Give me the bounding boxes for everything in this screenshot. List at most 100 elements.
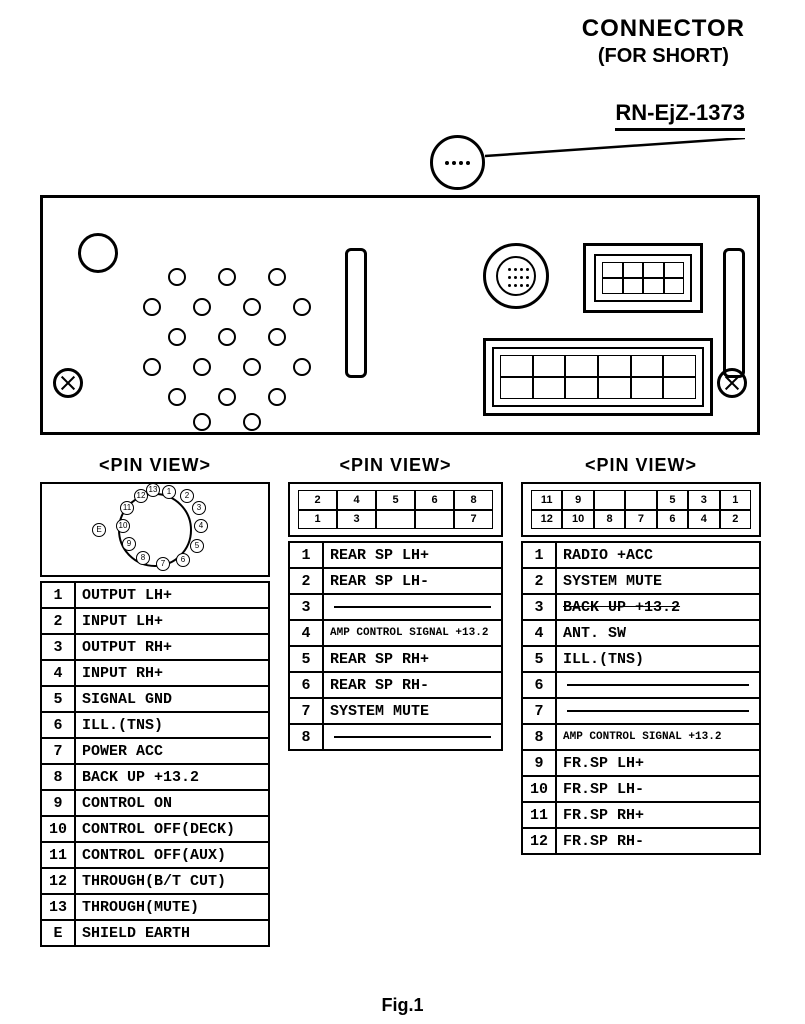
pin-label-cell: THROUGH(B/T CUT) — [75, 868, 269, 894]
pin-number-cell: 5 — [41, 686, 75, 712]
pin-number-cell: 6 — [522, 672, 556, 698]
grid-cell — [376, 510, 415, 530]
pin-marker: 9 — [122, 537, 136, 551]
pin-number-cell: 4 — [289, 620, 323, 646]
pin-marker: 6 — [176, 553, 190, 567]
pin-number-cell: 7 — [522, 698, 556, 724]
grid-cell — [594, 490, 625, 510]
din-connector-icon — [483, 243, 549, 309]
grid-cell: 4 — [688, 510, 719, 530]
pin-number-cell: 8 — [289, 724, 323, 750]
pin-marker: 1 — [162, 485, 176, 499]
pin-label-cell: REAR SP RH+ — [323, 646, 502, 672]
pin-label-cell: CONTROL ON — [75, 790, 269, 816]
table-row: 11FR.SP RH+ — [522, 802, 760, 828]
grid-cell: 2 — [720, 510, 751, 530]
pin-label-cell: REAR SP LH+ — [323, 542, 502, 568]
pin-marker: 10 — [116, 519, 130, 533]
pin-label-cell: OUTPUT RH+ — [75, 634, 269, 660]
pin-label-cell: POWER ACC — [75, 738, 269, 764]
pin-table-3: 1RADIO +ACC2SYSTEM MUTE3BACK UP +13.24AN… — [521, 541, 761, 855]
pinview-header-2: <PIN VIEW> — [339, 455, 451, 476]
pin-marker: 11 — [120, 501, 134, 515]
mounting-hole-icon — [78, 233, 118, 273]
pin-label-cell: SYSTEM MUTE — [556, 568, 760, 594]
table-row: 10FR.SP LH- — [522, 776, 760, 802]
pin-number-cell: 2 — [289, 568, 323, 594]
grid-cell: 9 — [562, 490, 593, 510]
grid-cell: 1 — [298, 510, 337, 530]
pin-number-cell: 3 — [289, 594, 323, 620]
pin-number-cell: 4 — [41, 660, 75, 686]
pin-marker: 3 — [192, 501, 206, 515]
table-row: 10CONTROL OFF(DECK) — [41, 816, 269, 842]
table-row: ESHIELD EARTH — [41, 920, 269, 946]
pin-marker: 13 — [146, 483, 160, 497]
pinview-column-2: <PIN VIEW> 24568137 1REAR SP LH+2REAR SP… — [288, 455, 503, 751]
table-row: 6ILL.(TNS) — [41, 712, 269, 738]
table-row: 8 — [289, 724, 502, 750]
table-row: 7 — [522, 698, 760, 724]
table-row: 1REAR SP LH+ — [289, 542, 502, 568]
pin-label-cell: INPUT RH+ — [75, 660, 269, 686]
table-row: 5SIGNAL GND — [41, 686, 269, 712]
pin-number-cell: 11 — [41, 842, 75, 868]
grid-cell: 5 — [376, 490, 415, 510]
screw-left-icon — [53, 368, 83, 398]
table-row: 2INPUT LH+ — [41, 608, 269, 634]
bracket-left-icon — [345, 248, 367, 378]
pin-label-cell: BACK UP +13.2 — [556, 594, 760, 620]
pin-label-cell — [323, 724, 502, 750]
table-row: 3BACK UP +13.2 — [522, 594, 760, 620]
table-row: 6REAR SP RH- — [289, 672, 502, 698]
leader-line-icon — [485, 138, 745, 158]
part-number: RN-EjZ-1373 — [615, 100, 745, 131]
pin-table-2: 1REAR SP LH+2REAR SP LH-34AMP CONTROL SI… — [288, 541, 503, 751]
grid-cell: 8 — [454, 490, 493, 510]
pin-label-cell: CONTROL OFF(DECK) — [75, 816, 269, 842]
pin-number-cell: 5 — [522, 646, 556, 672]
pin-label-cell: INPUT LH+ — [75, 608, 269, 634]
pin-number-cell: E — [41, 920, 75, 946]
pin-number-cell: 9 — [41, 790, 75, 816]
table-row: 9FR.SP LH+ — [522, 750, 760, 776]
pin-number-cell: 8 — [41, 764, 75, 790]
vent-holes-icon — [138, 258, 338, 408]
grid-cell — [625, 490, 656, 510]
pin-label-cell: REAR SP LH- — [323, 568, 502, 594]
pin-label-cell: REAR SP RH- — [323, 672, 502, 698]
pin-number-cell: 1 — [289, 542, 323, 568]
pin-label-cell — [323, 594, 502, 620]
pinview-column-3: <PIN VIEW> 119531121087642 1RADIO +ACC2S… — [521, 455, 761, 855]
pin-label-cell: ILL.(TNS) — [556, 646, 760, 672]
pin-label-cell: RADIO +ACC — [556, 542, 760, 568]
connector-subtitle: (FOR SHORT) — [582, 45, 745, 68]
pin-number-cell: 12 — [41, 868, 75, 894]
pin-number-cell: 4 — [522, 620, 556, 646]
table-row: 7SYSTEM MUTE — [289, 698, 502, 724]
pin-number-cell: 12 — [522, 828, 556, 854]
pin-label-cell: FR.SP LH- — [556, 776, 760, 802]
pin-label-cell: SYSTEM MUTE — [323, 698, 502, 724]
bracket-right-icon — [723, 248, 745, 378]
table-row: 9CONTROL ON — [41, 790, 269, 816]
grid-cell: 3 — [337, 510, 376, 530]
rect8-connector-diagram: 24568137 — [288, 482, 503, 537]
pin-label-cell — [556, 672, 760, 698]
table-row: 3 — [289, 594, 502, 620]
pin-label-cell: ILL.(TNS) — [75, 712, 269, 738]
grid-cell — [415, 510, 454, 530]
table-row: 12THROUGH(B/T CUT) — [41, 868, 269, 894]
pin-marker: 2 — [180, 489, 194, 503]
pin-number-cell: 2 — [41, 608, 75, 634]
pin-label-cell: FR.SP LH+ — [556, 750, 760, 776]
pin-label-cell: ANT. SW — [556, 620, 760, 646]
pin-number-cell: 11 — [522, 802, 556, 828]
pin-label-cell: OUTPUT LH+ — [75, 582, 269, 608]
pin-label-cell: BACK UP +13.2 — [75, 764, 269, 790]
table-row: 3OUTPUT RH+ — [41, 634, 269, 660]
grid-cell: 10 — [562, 510, 593, 530]
grid-cell: 4 — [337, 490, 376, 510]
pin-marker: 7 — [156, 557, 170, 571]
pinview-header-3: <PIN VIEW> — [585, 455, 697, 476]
